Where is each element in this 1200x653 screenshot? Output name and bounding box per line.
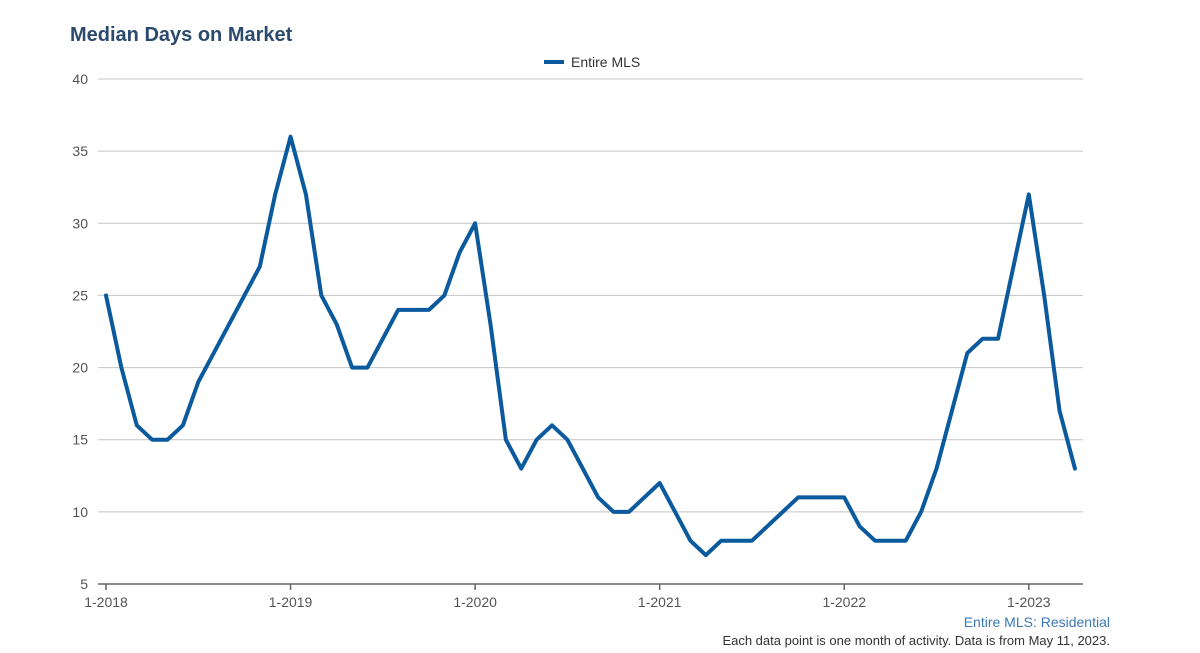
data-point — [473, 221, 477, 225]
data-point — [304, 192, 308, 196]
x-tick-label: 1-2019 — [269, 594, 313, 610]
data-point — [842, 495, 846, 499]
source-label: Entire MLS: Residential — [963, 614, 1110, 630]
data-point — [873, 539, 877, 543]
data-point — [1042, 293, 1046, 297]
data-point — [458, 250, 462, 254]
y-tick-label: 5 — [80, 576, 88, 592]
y-tick-label: 20 — [72, 360, 88, 376]
x-tick-label: 1-2020 — [453, 594, 497, 610]
y-tick-label: 15 — [72, 432, 88, 448]
data-point — [196, 380, 200, 384]
data-point — [258, 265, 262, 269]
data-point — [489, 322, 493, 326]
data-point — [381, 337, 385, 341]
data-point — [950, 409, 954, 413]
data-point — [981, 337, 985, 341]
legend-label-entire-mls: Entire MLS — [571, 54, 640, 70]
data-point — [396, 308, 400, 312]
footnote: Each data point is one month of activity… — [722, 633, 1110, 648]
data-point — [1011, 265, 1015, 269]
data-point — [1027, 192, 1031, 196]
data-point — [289, 135, 293, 139]
data-point — [335, 322, 339, 326]
data-point — [996, 337, 1000, 341]
data-point — [242, 293, 246, 297]
x-axis — [98, 583, 1083, 590]
data-point — [273, 192, 277, 196]
data-point — [1058, 409, 1062, 413]
x-tick-label: 1-2018 — [84, 594, 128, 610]
data-point — [519, 467, 523, 471]
y-tick-label: 25 — [72, 287, 88, 303]
data-point — [673, 510, 677, 514]
series-layer — [104, 134, 1077, 558]
series-line-entire-mls — [104, 134, 1077, 558]
data-point — [904, 539, 908, 543]
data-point — [935, 467, 939, 471]
data-point — [135, 423, 139, 427]
data-point — [827, 495, 831, 499]
data-point — [412, 308, 416, 312]
data-point — [166, 438, 170, 442]
data-point — [765, 524, 769, 528]
data-point — [227, 322, 231, 326]
grid-lines — [98, 78, 1083, 513]
data-point — [688, 539, 692, 543]
data-point — [350, 366, 354, 370]
data-point — [642, 495, 646, 499]
data-point — [858, 524, 862, 528]
chart-title: Median Days on Market — [70, 24, 293, 46]
legend[interactable]: Entire MLS — [544, 54, 640, 70]
data-point — [796, 495, 800, 499]
data-point — [150, 438, 154, 442]
data-point — [888, 539, 892, 543]
data-point — [212, 351, 216, 355]
y-tick-label: 10 — [72, 504, 88, 520]
data-point — [612, 510, 616, 514]
data-point — [811, 495, 815, 499]
data-point — [1073, 467, 1077, 471]
data-point — [919, 510, 923, 514]
data-point — [596, 495, 600, 499]
x-tick-label: 1-2021 — [638, 594, 682, 610]
data-point — [565, 438, 569, 442]
data-point — [781, 510, 785, 514]
data-point — [581, 467, 585, 471]
data-point — [181, 423, 185, 427]
data-point — [427, 308, 431, 312]
data-point — [750, 539, 754, 543]
data-point — [965, 351, 969, 355]
data-point — [319, 293, 323, 297]
x-tick-label: 1-2023 — [1007, 594, 1051, 610]
data-point — [735, 539, 739, 543]
y-tick-label: 40 — [72, 71, 88, 87]
y-axis-tick-labels: 5 10 15 20 25 30 35 40 — [72, 71, 88, 592]
data-point — [104, 293, 108, 297]
x-axis-tick-labels: 1-2018 1-2019 1-2020 1-2021 1-2022 1-2023 — [84, 594, 1051, 610]
data-point — [627, 510, 631, 514]
y-tick-label: 30 — [72, 215, 88, 231]
data-point — [719, 539, 723, 543]
data-point — [119, 366, 123, 370]
data-point — [658, 481, 662, 485]
data-point — [365, 366, 369, 370]
data-point — [504, 438, 508, 442]
y-tick-label: 35 — [72, 143, 88, 159]
x-tick-label: 1-2022 — [822, 594, 866, 610]
data-point — [535, 438, 539, 442]
data-point — [442, 293, 446, 297]
data-point — [550, 423, 554, 427]
data-point — [704, 553, 708, 557]
